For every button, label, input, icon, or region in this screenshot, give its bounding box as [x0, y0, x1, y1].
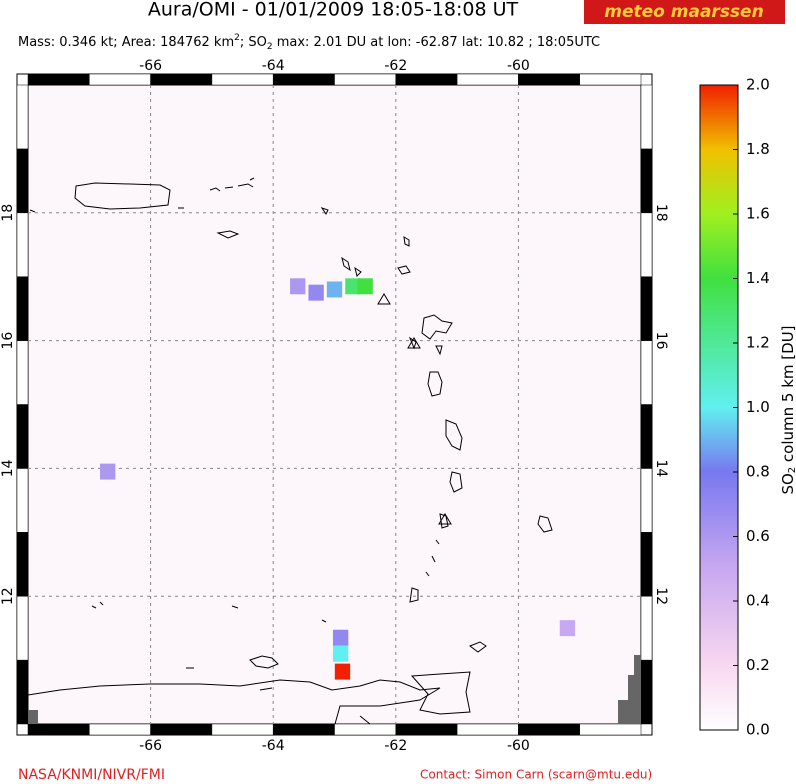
colorbar-tick-label: 1.2 [746, 334, 770, 352]
so2-pixel [559, 620, 576, 637]
frame-bar [27, 73, 90, 86]
frame-bar [89, 73, 151, 86]
so2-pixel [100, 463, 116, 480]
colorbar-tick-label: 1.8 [746, 140, 770, 158]
logo-box [584, 0, 785, 24]
frame-bar [640, 532, 653, 597]
frame-bar [640, 276, 653, 341]
lat-tick-label: 18 [653, 204, 669, 222]
lon-tick-label: -66 [139, 58, 162, 74]
colorbar-tick-label: 0.0 [746, 721, 770, 739]
colorbar-tick-label: 0.2 [746, 656, 770, 674]
frame-bar [16, 468, 29, 533]
colorbar-tick-label: 1.6 [746, 205, 770, 223]
so2-pixel [345, 278, 361, 295]
frame-bar [89, 723, 151, 736]
colorbar-tick-label: 0.6 [746, 527, 770, 545]
frame-bar [16, 659, 29, 725]
frame-bar [518, 73, 580, 86]
frame-bar [150, 73, 213, 86]
lat-tick-label: 16 [653, 332, 669, 350]
lat-tick-label: 12 [653, 587, 669, 605]
volcanoes [377, 293, 452, 525]
frame-bar [16, 84, 29, 150]
frame-bar [395, 723, 458, 736]
lon-tick-label: -60 [507, 58, 530, 74]
colorbar-tick-label: 1.0 [746, 398, 770, 416]
frame-bar [211, 73, 274, 86]
frame-bar [640, 595, 653, 661]
frame-bar [640, 404, 653, 469]
lat-tick-label: 12 [0, 587, 16, 605]
frame-bar [16, 595, 29, 661]
frame-bar [27, 723, 90, 736]
no-data [28, 710, 38, 724]
frame-bar [640, 212, 653, 277]
frame-bar [16, 212, 29, 277]
so2-pixel [357, 278, 373, 295]
so2-pixel [290, 278, 306, 295]
lon-tick-label: -60 [507, 738, 530, 754]
subtitle-sub: 2 [267, 42, 273, 52]
footer-right: Contact: Simon Carn (scarn@mtu.edu) [420, 768, 652, 782]
frame-bar [640, 148, 653, 214]
frame-bar [395, 73, 458, 86]
lon-tick-label: -64 [262, 58, 285, 74]
frame-bar [334, 723, 397, 736]
colorbar-tick-label: 0.4 [746, 592, 770, 610]
so2-pixel [308, 284, 324, 301]
frame-bar [16, 340, 29, 405]
frame-bar [150, 723, 213, 736]
subtitle-part: Mass: 0.346 kt; Area: 184762 km [18, 35, 234, 50]
frame-bar [579, 73, 642, 86]
subtitle-part: ; SO [240, 35, 267, 50]
so2-pixel [326, 281, 343, 298]
lon-tick-label: -64 [262, 738, 285, 754]
subtitle: Mass: 0.346 kt; Area: 184762 km2; SO2 ma… [18, 33, 600, 52]
frame-bar [211, 723, 274, 736]
frame-bar [456, 73, 519, 86]
colorbar-tick-label: 1.4 [746, 269, 770, 287]
colorbar-label-sub: 2 [787, 467, 796, 473]
subtitle-sup: 2 [234, 33, 240, 43]
frame-bar [16, 148, 29, 214]
so2-pixel [332, 629, 349, 646]
coastlines [27, 177, 553, 725]
colorbar-label-part: column 5 km [DU] [779, 325, 796, 466]
lat-tick-label: 14 [0, 459, 16, 477]
footer-left: NASA/KNMI/NIVR/FMI [18, 767, 165, 783]
lon-tick-label: -62 [384, 738, 407, 754]
frame-bar [272, 723, 335, 736]
lon-tick-label: -62 [384, 58, 407, 74]
frame-bar [272, 73, 335, 86]
frame-bar [16, 404, 29, 469]
so2-pixel [334, 663, 351, 680]
frame-bar [16, 532, 29, 597]
colorbar-label: SO2 column 5 km [DU] [779, 325, 796, 494]
lat-tick-label: 14 [653, 459, 669, 477]
so2-pixel [332, 645, 349, 662]
lon-tick-label: -66 [139, 738, 162, 754]
lat-tick-label: 16 [0, 332, 16, 350]
frame-bar [334, 73, 397, 86]
frame-bar [640, 84, 653, 150]
lat-tick-label: 18 [0, 204, 16, 222]
frame-bar [518, 723, 580, 736]
frame-bar [456, 723, 519, 736]
colorbar-tick-label: 2.0 [746, 76, 770, 94]
frame-bar [16, 276, 29, 341]
title: Aura/OMI - 01/01/2009 18:05-18:08 UT [148, 0, 519, 21]
frame-bar [640, 340, 653, 405]
colorbar-tick-label: 0.8 [746, 463, 770, 481]
no-data [618, 655, 641, 724]
map-area [27, 84, 642, 725]
frame-bar [640, 659, 653, 725]
colorbar-label-part: SO [779, 473, 796, 494]
frame-bar [640, 468, 653, 533]
colorbar [699, 84, 739, 731]
logo: meteo maarssen [604, 2, 763, 22]
subtitle-part: max: 2.01 DU at lon: -62.87 lat: 10.82 ;… [273, 35, 601, 50]
frame-bar [579, 723, 642, 736]
